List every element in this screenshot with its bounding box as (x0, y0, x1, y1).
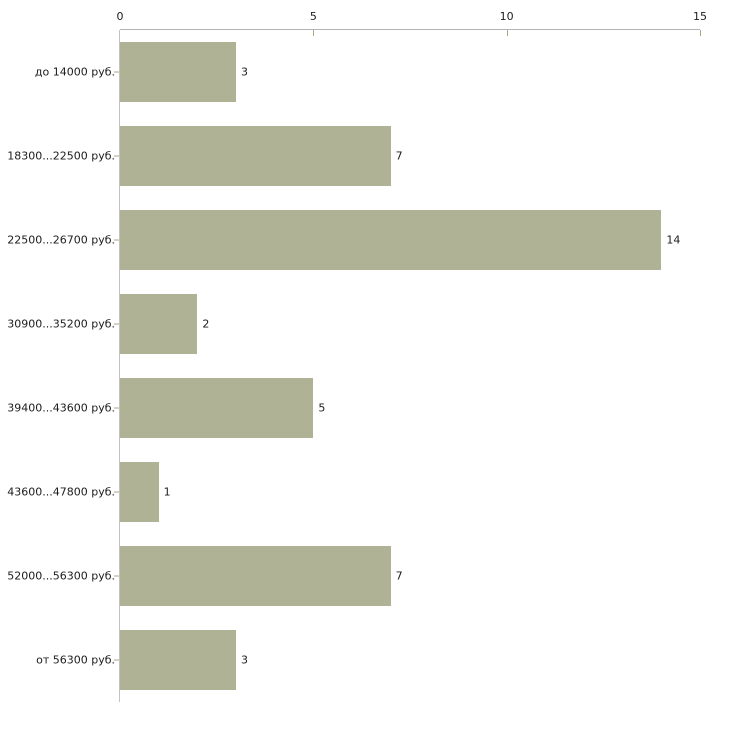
y-axis-tick-mark (114, 575, 119, 577)
bar-value-label: 3 (241, 653, 248, 667)
y-axis-category-label: 18300...22500 руб. (7, 149, 115, 163)
bar-value-label: 2 (202, 317, 210, 331)
x-axis-tick-mark (700, 30, 701, 36)
bar-value-label: 7 (395, 569, 403, 583)
bar-value-label: 1 (163, 485, 171, 499)
y-axis-category-label: 39400...43600 руб. (7, 401, 115, 415)
y-axis-category-label: до 14000 руб. (34, 65, 115, 79)
y-axis-tick-mark (114, 239, 119, 241)
bar-value-label: 7 (395, 149, 403, 163)
bar (120, 630, 236, 690)
y-axis-tick-mark (114, 71, 119, 73)
bar (120, 462, 159, 522)
y-axis-category-label: от 56300 руб. (36, 653, 115, 667)
x-axis-tick-mark (506, 30, 508, 36)
y-axis-category-label: 52000...56300 руб. (7, 569, 115, 583)
x-axis-tick-label: 0 (116, 10, 124, 23)
x-axis-tick-mark (313, 30, 315, 36)
bar (120, 210, 662, 270)
y-axis-tick-mark (114, 659, 119, 661)
bar-value-label: 5 (318, 401, 326, 415)
bar (120, 294, 198, 354)
bar (120, 546, 391, 606)
y-axis-tick-mark (114, 491, 119, 493)
y-axis-category-label: 43600...47800 руб. (7, 485, 115, 499)
bar (120, 378, 314, 438)
y-axis-tick-mark (114, 155, 119, 157)
x-axis-tick-label: 10 (499, 10, 514, 23)
y-axis-tick-mark (114, 407, 119, 409)
x-axis-tick-label: 15 (693, 10, 707, 23)
x-axis-line (120, 29, 700, 30)
y-axis-category-label: 22500...26700 руб. (7, 233, 115, 247)
bar (120, 126, 391, 186)
bar-value-label: 3 (241, 65, 248, 79)
bar (120, 42, 236, 102)
bar-value-label: 14 (666, 233, 681, 247)
y-axis-tick-mark (114, 323, 119, 325)
x-axis-tick-label: 5 (309, 10, 317, 23)
y-axis-line (119, 30, 120, 702)
y-axis-category-label: 30900...35200 руб. (7, 317, 115, 331)
